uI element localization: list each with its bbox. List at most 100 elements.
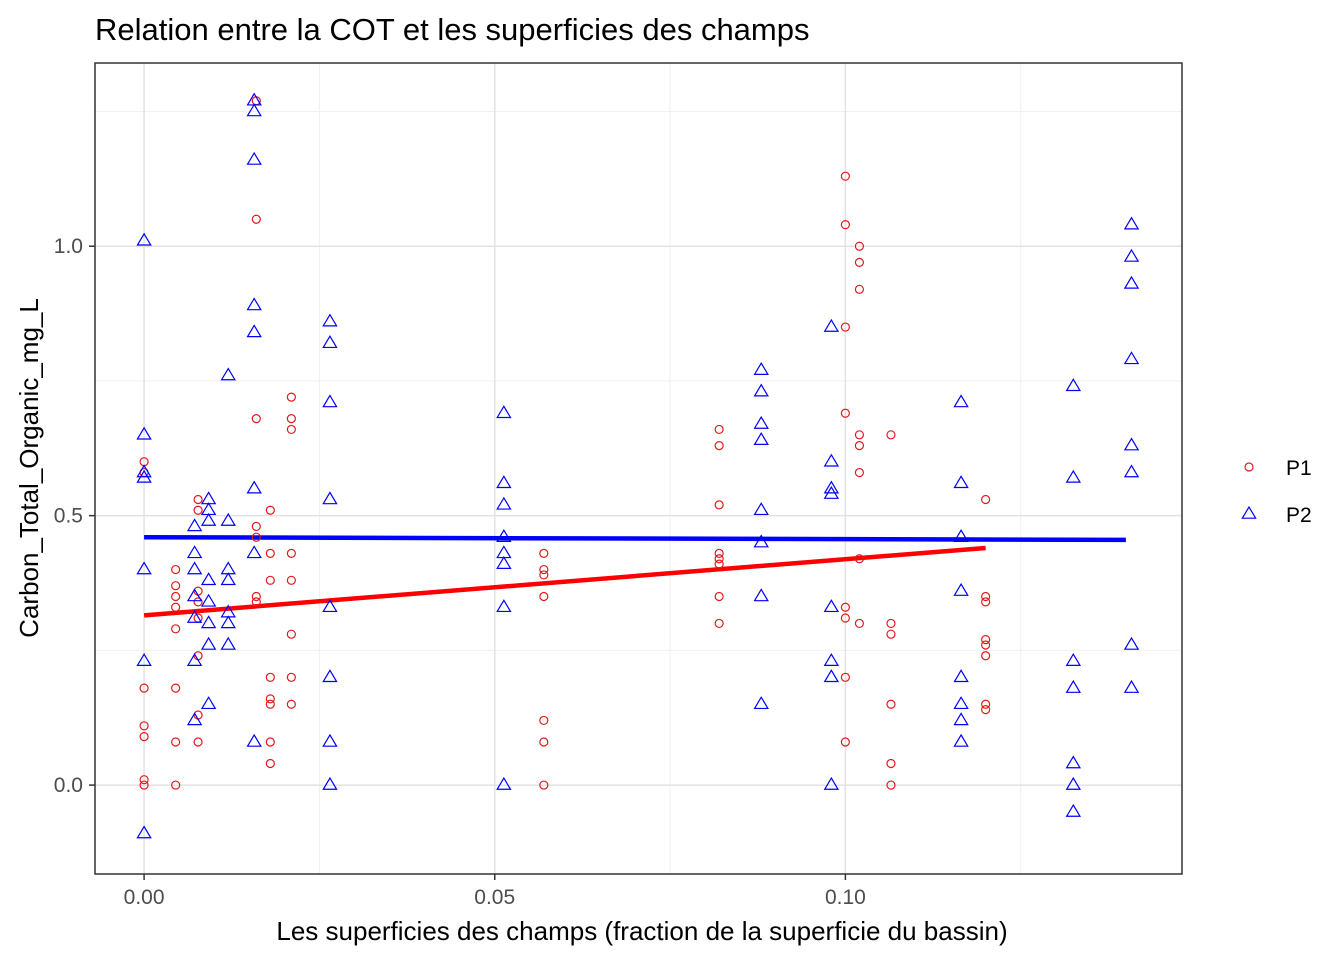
x-tick-label: 0.10 xyxy=(825,886,866,909)
data-point-p2 xyxy=(753,588,769,602)
data-point-p1 xyxy=(714,591,724,602)
data-point-p1 xyxy=(714,618,724,629)
data-point-p2 xyxy=(953,712,969,726)
data-point-p2 xyxy=(136,464,152,478)
data-point-p1 xyxy=(714,559,724,569)
y-tick-label: 0.5 xyxy=(54,505,83,528)
trend-line-p1 xyxy=(143,545,986,618)
data-point-p2 xyxy=(322,394,338,408)
data-point-p1 xyxy=(714,554,724,564)
y-tick-label: 0.0 xyxy=(54,774,83,797)
data-point-p1 xyxy=(265,505,275,515)
data-point-p1 xyxy=(886,618,896,629)
data-point-p1 xyxy=(193,597,203,607)
data-point-p2 xyxy=(136,426,152,440)
data-point-p2 xyxy=(1065,469,1082,483)
data-point-p2 xyxy=(246,324,262,338)
data-point-p2 xyxy=(200,593,217,607)
data-point-p2 xyxy=(753,383,769,397)
data-point-p2 xyxy=(496,405,512,419)
data-point-p1 xyxy=(840,737,850,747)
data-points xyxy=(136,92,1140,839)
data-point-p1 xyxy=(171,624,181,634)
legend-key-p1 xyxy=(1244,462,1254,472)
data-point-p2 xyxy=(496,496,512,510)
data-point-p2 xyxy=(136,469,152,483)
data-point-p2 xyxy=(1123,248,1140,262)
data-point-p1 xyxy=(139,683,149,693)
data-point-p1 xyxy=(854,554,865,564)
data-point-p1 xyxy=(854,618,865,629)
data-point-p2 xyxy=(186,545,203,559)
data-point-p2 xyxy=(1065,776,1082,790)
data-point-p1 xyxy=(714,500,724,510)
data-point-p1 xyxy=(286,672,296,682)
data-point-p1 xyxy=(539,548,549,558)
data-point-p2 xyxy=(322,313,338,327)
data-point-p2 xyxy=(1123,679,1140,693)
data-point-p1 xyxy=(840,171,850,181)
data-point-p1 xyxy=(193,494,203,505)
data-point-p1 xyxy=(286,424,296,435)
data-point-p2 xyxy=(322,669,338,683)
data-point-p2 xyxy=(186,588,203,602)
data-point-p2 xyxy=(246,297,262,311)
data-point-p2 xyxy=(953,733,969,747)
data-point-p2 xyxy=(1123,464,1140,478)
data-point-p2 xyxy=(200,512,217,526)
data-point-p1 xyxy=(539,737,549,747)
data-point-p1 xyxy=(286,699,296,709)
data-point-p2 xyxy=(1123,351,1140,365)
data-point-p1 xyxy=(139,780,149,790)
data-point-p1 xyxy=(171,683,181,693)
data-point-p1 xyxy=(193,505,203,515)
data-point-p1 xyxy=(840,408,850,418)
data-point-p1 xyxy=(171,737,181,747)
data-point-p2 xyxy=(823,485,840,499)
x-axis-label: Les superficies des champs (fraction de … xyxy=(276,916,1007,946)
data-point-p1 xyxy=(981,651,991,661)
data-point-p2 xyxy=(322,776,338,790)
data-point-p1 xyxy=(714,424,724,435)
data-point-p1 xyxy=(539,564,549,575)
data-point-p1 xyxy=(139,775,149,785)
grid xyxy=(95,63,1182,874)
data-point-p1 xyxy=(251,532,261,542)
data-point-p1 xyxy=(981,705,991,715)
data-point-p1 xyxy=(539,715,549,726)
legend-label-p1: P1 xyxy=(1286,457,1312,480)
data-point-p1 xyxy=(714,440,724,451)
data-point-p2 xyxy=(246,103,262,117)
data-point-p2 xyxy=(1123,275,1140,289)
data-point-p2 xyxy=(136,825,152,839)
data-point-p1 xyxy=(981,597,991,607)
data-point-p2 xyxy=(953,696,969,710)
data-point-p1 xyxy=(171,581,181,591)
data-point-p2 xyxy=(823,318,840,332)
data-point-p2 xyxy=(186,518,203,532)
trend-line-p2 xyxy=(144,534,1126,543)
data-point-p1 xyxy=(171,591,181,602)
data-point-p2 xyxy=(136,652,152,666)
data-point-p1 xyxy=(981,494,991,505)
data-point-p1 xyxy=(251,214,261,224)
data-point-p2 xyxy=(186,609,203,623)
data-point-p1 xyxy=(539,570,549,580)
data-point-p1 xyxy=(139,731,149,742)
data-point-p1 xyxy=(854,467,865,478)
data-point-p1 xyxy=(539,591,549,602)
data-point-p2 xyxy=(220,367,236,381)
y-axis: 0.0 0.5 1.0 xyxy=(54,235,95,797)
data-point-p2 xyxy=(186,652,203,666)
data-point-p1 xyxy=(981,640,991,650)
data-point-p1 xyxy=(854,430,865,440)
trend-lines xyxy=(143,534,1126,618)
data-point-p1 xyxy=(139,721,149,731)
data-point-p2 xyxy=(496,599,512,613)
data-point-p1 xyxy=(840,322,850,332)
data-point-p2 xyxy=(246,733,262,747)
data-point-p1 xyxy=(171,780,181,790)
data-point-p1 xyxy=(251,591,261,602)
